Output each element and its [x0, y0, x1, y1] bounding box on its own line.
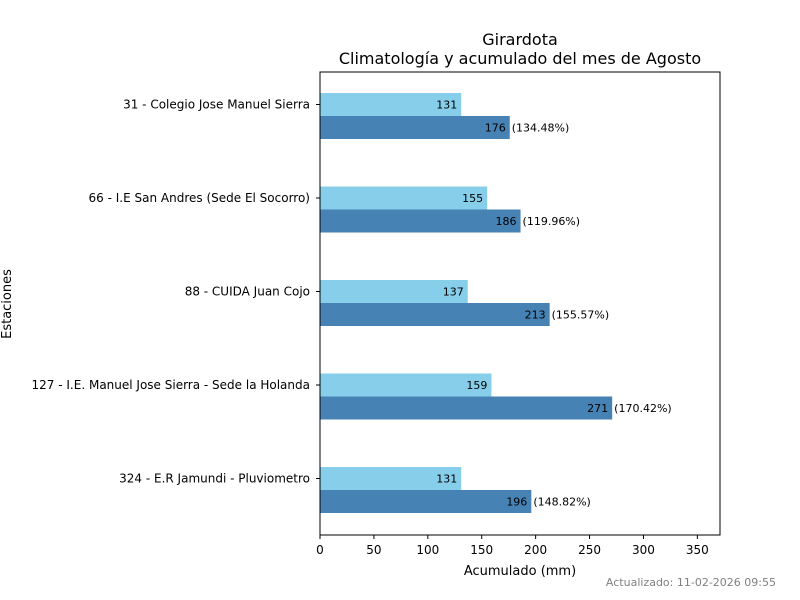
- x-tick-label: 350: [686, 543, 709, 557]
- bar-acumulado: [320, 490, 532, 513]
- chart-title: Girardota: [482, 30, 558, 49]
- y-axis-label: Estaciones: [0, 269, 15, 339]
- bar-percent-label: (170.42%): [614, 402, 672, 415]
- y-tick-label: 31 - Colegio Jose Manuel Sierra: [123, 98, 310, 112]
- bar-value-label: 137: [443, 286, 464, 299]
- bar-value-label: 155: [462, 192, 483, 205]
- updated-timestamp: Actualizado: 11-02-2026 09:55: [605, 576, 776, 589]
- bar-climatologia: [320, 186, 488, 210]
- bar-value-label: 271: [587, 402, 608, 415]
- y-tick-label: 324 - E.R Jamundi - Pluviometro: [119, 472, 310, 486]
- chart-subtitle: Climatología y acumulado del mes de Agos…: [339, 49, 701, 68]
- plot-frame: [319, 71, 721, 536]
- bar-acumulado: [320, 396, 613, 420]
- bar-percent-label: (148.82%): [533, 496, 591, 509]
- bar-acumulado: [320, 209, 521, 233]
- x-axis-label: Acumulado (mm): [464, 564, 576, 579]
- x-tick-label: 200: [524, 543, 547, 557]
- bar-value-label: 131: [436, 99, 457, 112]
- bar-percent-label: (134.48%): [512, 122, 570, 135]
- x-tick-label: 0: [316, 543, 324, 557]
- x-tick-label: 250: [578, 543, 601, 557]
- bar-climatologia: [320, 467, 462, 490]
- bar-value-label: 196: [506, 496, 527, 509]
- bar-acumulado: [320, 303, 550, 326]
- x-tick-label: 100: [416, 543, 439, 557]
- y-tick-label: 66 - I.E San Andres (Sede El Socorro): [89, 191, 310, 205]
- bar-value-label: 159: [466, 379, 487, 392]
- bar-percent-label: (155.57%): [552, 309, 610, 322]
- bar-climatologia: [320, 280, 468, 303]
- x-tick-label: 300: [632, 543, 655, 557]
- x-tick-label: 50: [366, 543, 381, 557]
- bar-climatologia: [320, 93, 462, 116]
- y-tick-label: 127 - I.E. Manuel Jose Sierra - Sede la …: [32, 378, 310, 392]
- bar-value-label: 131: [436, 473, 457, 486]
- bar-value-label: 213: [525, 309, 546, 322]
- bar-value-label: 186: [496, 215, 517, 228]
- x-tick-label: 150: [470, 543, 493, 557]
- bar-acumulado: [320, 116, 510, 139]
- bar-climatologia: [320, 373, 492, 397]
- bar-percent-label: (119.96%): [523, 215, 581, 228]
- y-tick-label: 88 - CUIDA Juan Cojo: [185, 285, 310, 299]
- bar-value-label: 176: [485, 122, 506, 135]
